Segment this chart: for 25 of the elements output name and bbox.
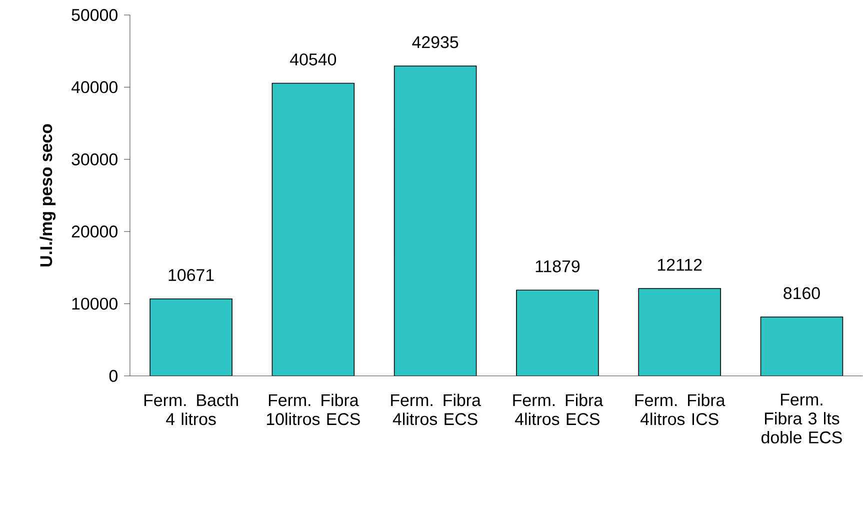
data-label: 11879 xyxy=(536,260,580,272)
bar xyxy=(394,66,477,376)
y-tick-label: 0 xyxy=(109,370,118,382)
y-tick-label: 10000 xyxy=(72,298,118,310)
bar xyxy=(272,82,355,376)
x-tick-label: Ferm. Bacth 4 litros xyxy=(144,394,238,426)
bar xyxy=(760,316,844,376)
x-tick-label: Ferm. Fibra 3 lts doble ECS xyxy=(762,394,842,444)
data-label: 40540 xyxy=(290,54,336,66)
y-axis-title: U.I./mg peso seco xyxy=(40,124,56,266)
data-label: 8160 xyxy=(784,287,820,300)
bar xyxy=(516,290,599,376)
x-tick-label: Ferm. Fibra 10litros ECS xyxy=(266,394,360,426)
bar xyxy=(638,288,721,376)
data-label: 12112 xyxy=(658,258,702,271)
data-label: 10671 xyxy=(168,269,214,282)
x-tick-label: Ferm. Fibra 4litros ICS xyxy=(635,394,726,426)
y-tick-label: 20000 xyxy=(72,226,118,238)
y-tick-label: 30000 xyxy=(72,153,118,166)
y-tick-label: 40000 xyxy=(71,81,118,94)
data-label: 42935 xyxy=(412,36,458,48)
bar xyxy=(150,298,232,376)
y-tick-label: 50000 xyxy=(72,9,118,22)
x-tick-label: Ferm. Fibra 4litros ECS xyxy=(513,394,604,426)
x-tick-label: Ferm. Fibra 4litros ECS xyxy=(391,394,481,426)
